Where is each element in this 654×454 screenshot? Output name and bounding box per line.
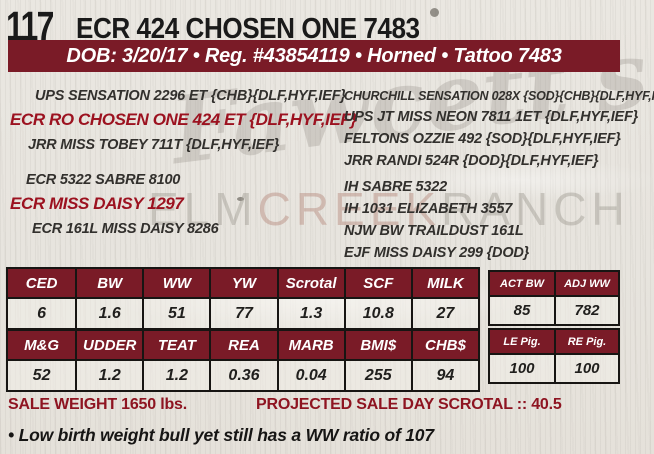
epd-header-marb: MARB [276, 331, 344, 359]
epd-value-row-2: 52 1.2 1.2 0.36 0.04 255 94 [8, 359, 478, 390]
pedigree-line-gp2: UPS JT MISS NEON 7811 1ET {DLF,HYF,IEF} [344, 109, 639, 125]
pigment-header-row: LE Pig. RE Pig. [490, 330, 618, 353]
epd-header-scf: SCF [343, 269, 411, 297]
epd-table-block1: CED BW WW YW Scrotal SCF MILK 6 1.6 51 7… [6, 267, 480, 330]
epd-value-udder: 1.2 [75, 359, 143, 390]
epd-value-bmi: 255 [343, 359, 411, 390]
epd-header-rea: REA [209, 331, 277, 359]
epd-value-ww: 51 [142, 297, 210, 328]
pigment-header-re: RE Pig. [554, 330, 618, 353]
pedigree-line-gp3: FELTONS OZZIE 492 {SOD}{DLF,HYF,IEF} [344, 131, 621, 147]
epd-header-ww: WW [142, 269, 210, 297]
info-banner: DOB: 3/20/17 • Reg. #43854119 • Horned •… [8, 40, 620, 72]
epd-header-yw: YW [209, 269, 277, 297]
pigment-header-le: LE Pig. [490, 330, 554, 353]
pedigree-line-dam: ECR MISS DAISY 1297 [10, 194, 184, 213]
epd-header-row-1: CED BW WW YW Scrotal SCF MILK [8, 269, 478, 297]
pedigree-line-gp4: JRR RANDI 524R {DOD}{DLF,HYF,IEF} [344, 153, 599, 169]
epd-header-mg: M&G [8, 331, 76, 359]
epd-value-bw: 1.6 [75, 297, 143, 328]
paper-speck [430, 8, 439, 17]
epd-header-bmi: BMI$ [343, 331, 411, 359]
epd-value-rea: 0.36 [209, 359, 277, 390]
projected-scrotal-text: PROJECTED SALE DAY SCROTAL :: 40.5 [256, 396, 562, 413]
epd-value-teat: 1.2 [142, 359, 210, 390]
pedigree-line-gp7: NJW BW TRAILDUST 161L [344, 223, 524, 239]
epd-header-ced: CED [8, 269, 76, 297]
epd-value-marb: 0.04 [276, 359, 344, 390]
pedigree-line-dam-dam: ECR 161L MISS DAISY 8286 [32, 221, 219, 237]
epd-value-ced: 6 [8, 297, 76, 328]
pedigree-line-gp1: CHURCHILL SENSATION 028X {SOD}{CHB}{DLF,… [344, 89, 654, 103]
pedigree-line-sire-dam: JRR MISS TOBEY 711T {DLF,HYF,IEF} [28, 137, 280, 153]
pigment-table: LE Pig. RE Pig. 100 100 [488, 328, 620, 384]
epd-table-block2: M&G UDDER TEAT REA MARB BMI$ CHB$ 52 1.2… [6, 329, 480, 392]
pedigree-line-gp6: IH 1031 ELIZABETH 3557 [344, 201, 513, 217]
weights-table: ACT BW ADJ WW 85 782 [488, 270, 620, 326]
pedigree-line-gp5: IH SABRE 5322 [344, 179, 447, 195]
weights-header-act-bw: ACT BW [490, 272, 554, 295]
pedigree-line-dam-sire: ECR 5322 SABRE 8100 [26, 172, 181, 188]
weights-header-adj-ww: ADJ WW [554, 272, 618, 295]
pedigree-line-sire-sire: UPS SENSATION 2296 ET {CHB}{DLF,HYF,IEF} [35, 88, 346, 104]
epd-header-bw: BW [75, 269, 143, 297]
pedigree-line-sire: ECR RO CHOSEN ONE 424 ET {DLF,HYF,IEF} [10, 110, 357, 129]
epd-value-scrotal: 1.3 [276, 297, 344, 328]
pigment-value-row: 100 100 [490, 353, 618, 382]
epd-value-chb: 94 [410, 359, 478, 390]
epd-value-scf: 10.8 [343, 297, 411, 328]
pigment-value-re: 100 [554, 353, 618, 382]
epd-header-milk: MILK [410, 269, 478, 297]
weights-header-row: ACT BW ADJ WW [490, 272, 618, 295]
remark-note: • Low birth weight bull yet still has a … [8, 425, 434, 445]
paper-speck [237, 197, 244, 201]
weights-value-act-bw: 85 [490, 295, 554, 324]
pigment-value-le: 100 [490, 353, 554, 382]
sale-weight-text: SALE WEIGHT 1650 lbs. [8, 396, 187, 413]
epd-value-row-1: 6 1.6 51 77 1.3 10.8 27 [8, 297, 478, 328]
epd-header-row-2: M&G UDDER TEAT REA MARB BMI$ CHB$ [8, 331, 478, 359]
epd-header-udder: UDDER [75, 331, 143, 359]
epd-header-teat: TEAT [142, 331, 210, 359]
epd-value-yw: 77 [209, 297, 277, 328]
epd-header-scrotal: Scrotal [276, 269, 344, 297]
weights-value-row: 85 782 [490, 295, 618, 324]
weights-value-adj-ww: 782 [554, 295, 618, 324]
pedigree-line-gp8: EJF MISS DAISY 299 {DOD} [344, 245, 530, 261]
epd-header-chb: CHB$ [410, 331, 478, 359]
epd-value-mg: 52 [8, 359, 76, 390]
epd-value-milk: 27 [410, 297, 478, 328]
